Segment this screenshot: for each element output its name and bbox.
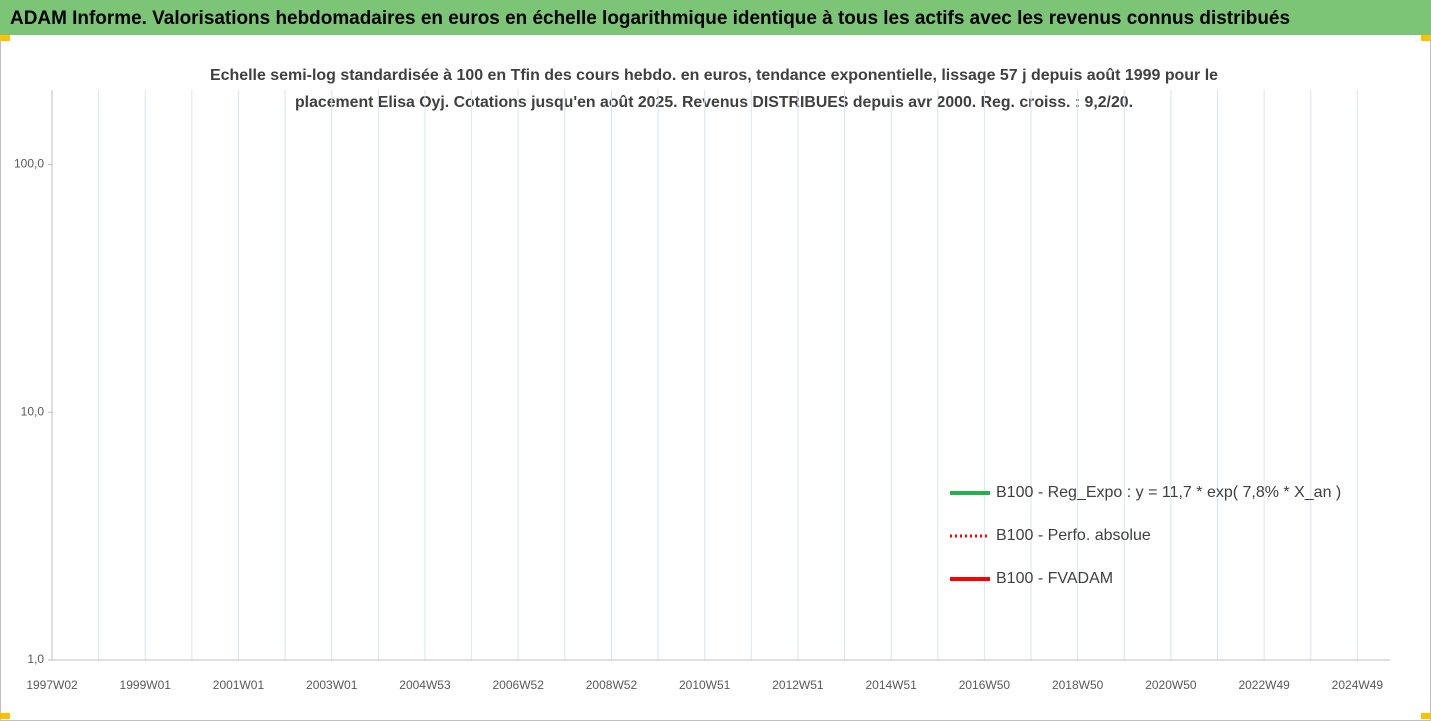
- x-tick-label: 2008W52: [586, 678, 638, 692]
- y-tick-label: 1,0: [27, 652, 44, 666]
- x-tick-label: 1997W02: [26, 678, 78, 692]
- corner: [0, 713, 10, 719]
- x-tick-label: 2004W53: [399, 678, 451, 692]
- chart-title: Echelle semi-log standardisée à 100 en T…: [210, 67, 1218, 84]
- plot-area: 1997W02 1999W01 2001W01 2003W01 2004W53 2006W…: [14, 90, 1390, 692]
- x-tick-label: 2001W01: [213, 678, 265, 692]
- x-tick-label: 1999W01: [120, 678, 172, 692]
- corner: [0, 35, 10, 41]
- x-tick-label: 2020W50: [1145, 678, 1197, 692]
- x-tick-label: 2014W51: [865, 678, 917, 692]
- x-tick-label: 2016W50: [959, 678, 1011, 692]
- x-tick-label: 2003W01: [306, 678, 358, 692]
- x-tick-label: 2012W51: [772, 678, 824, 692]
- legend-label: B100 - Reg_Expo : y = 11,7 * exp( 7,8% *…: [996, 484, 1341, 501]
- chart-title: placement Elisa Oyj. Cotations jusqu'en …: [295, 94, 1133, 111]
- x-tick-label: 2024W49: [1332, 678, 1384, 692]
- x-tick-label: 2018W50: [1052, 678, 1104, 692]
- x-tick-label: 2022W49: [1238, 678, 1290, 692]
- x-tick-label: 2006W52: [493, 678, 545, 692]
- corner: [1421, 35, 1431, 41]
- y-tick-label: 100,0: [14, 157, 44, 171]
- corner: [1421, 713, 1431, 719]
- legend-label: B100 - Perfo. absolue: [996, 527, 1151, 544]
- header-bar: [0, 0, 1431, 35]
- legend-label: B100 - FVADAM: [996, 570, 1113, 587]
- y-tick-label: 10,0: [21, 404, 45, 418]
- header-title: ADAM Informe. Valorisations hebdomadaire…: [10, 8, 1290, 29]
- x-tick-label: 2010W51: [679, 678, 731, 692]
